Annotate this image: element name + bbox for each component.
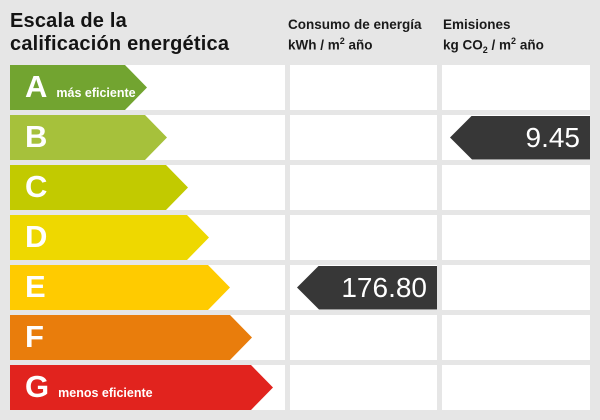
emisiones-cell-a [442,65,590,110]
rating-cell-d: D [10,215,285,260]
rating-cell-c: C [10,165,285,210]
rating-bar-d: D [10,215,209,260]
consumo-value-arrow: 176.80 [297,265,437,310]
emisiones-value-arrow: 9.45 [450,115,590,160]
emisiones-cell-b: 9.45 [442,115,590,160]
consumo-cell-g [290,365,437,410]
rating-letter-a: A [25,69,48,104]
page-title-line2: calificación energética [10,33,230,55]
consumo-cell-c [290,165,437,210]
rating-bar-a: A más eficiente [10,65,147,110]
consumo-label: Consumo de energía [288,17,422,32]
rating-letter-g: G [25,369,50,404]
rating-note-most-efficient: más eficiente [56,86,136,100]
emisiones-unit: kg CO2 / m2 año [443,36,544,56]
emisiones-cell-g [442,365,590,410]
rating-bar-e: E [10,265,230,310]
page-title: Escala de la calificación energética [10,10,229,56]
emisiones-label: Emisiones [443,17,511,32]
rating-bar-f: F [10,315,252,360]
page-title-line1: Escala de la [10,10,127,32]
rating-bar-b: B [10,115,167,160]
consumo-cell-e: 176.80 [290,265,437,310]
rating-letter-e: E [25,269,46,304]
column-header-consumo: Consumo de energía kWh / m2 año [288,16,438,54]
scale-row-d: D [0,215,600,260]
rating-cell-g: G menos eficiente [10,365,285,410]
rating-bar-c: C [10,165,188,210]
rating-letter-b: B [25,119,48,154]
rating-note-least-efficient: menos eficiente [58,386,153,400]
emisiones-cell-f [442,315,590,360]
rating-letter-c: C [25,169,48,204]
consumo-cell-b [290,115,437,160]
rating-cell-e: E [10,265,285,310]
scale-row-b: B 9.45 [0,115,600,160]
rating-letter-f: F [25,319,44,354]
scale-row-c: C [0,165,600,210]
rating-letter-d: D [25,219,48,254]
rating-bar-g: G menos eficiente [10,365,273,410]
emisiones-cell-e [442,265,590,310]
consumo-cell-a [290,65,437,110]
consumo-unit: kWh / m2 año [288,36,373,53]
consumo-cell-d [290,215,437,260]
scale-row-f: F [0,315,600,360]
emisiones-cell-c [442,165,590,210]
column-header-emisiones: Emisiones kg CO2 / m2 año [443,16,593,59]
rating-cell-a: A más eficiente [10,65,285,110]
consumo-cell-f [290,315,437,360]
emisiones-cell-d [442,215,590,260]
scale-row-e: E 176.80 [0,265,600,310]
rating-cell-f: F [10,315,285,360]
scale-row-g: G menos eficiente [0,365,600,410]
rating-cell-b: B [10,115,285,160]
scale-row-a: A más eficiente [0,65,600,110]
